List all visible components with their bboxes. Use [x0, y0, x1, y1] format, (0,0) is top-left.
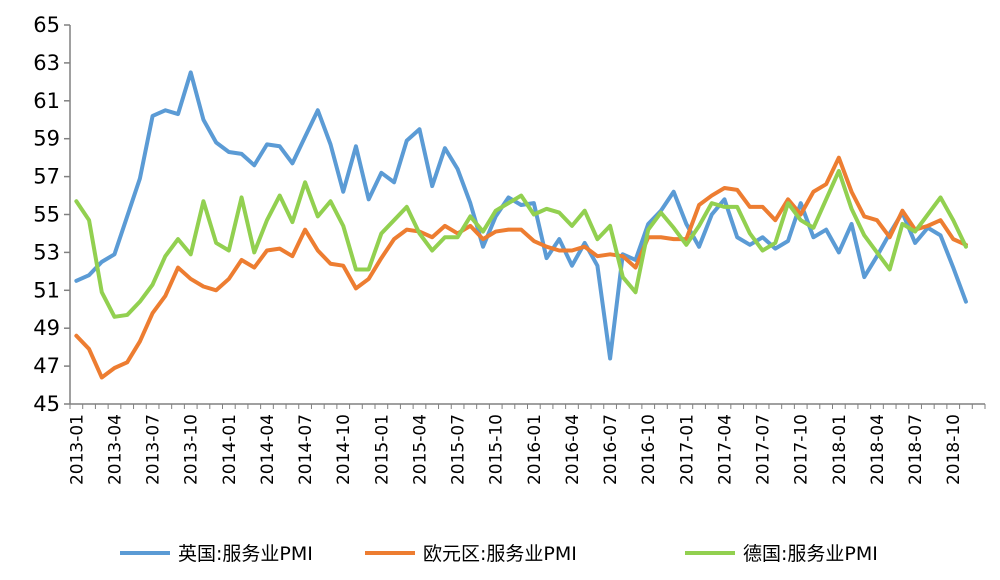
legend-label-1: 英国:服务业PMI [178, 543, 313, 565]
y-tick-label: 65 [33, 13, 60, 37]
x-tick-label: 2014-01 [220, 414, 240, 485]
x-tick-label: 2016-01 [525, 414, 545, 485]
y-ticks: 45 47 49 51 53 55 57 59 61 63 65 [33, 13, 70, 416]
y-tick-label: 61 [33, 89, 60, 113]
x-tick-label: 2018-10 [944, 414, 964, 485]
series-line-3 [74, 168, 968, 319]
x-tick-label: 2015-10 [487, 414, 507, 485]
x-tick-label: 2014-04 [258, 414, 278, 485]
y-tick-label: 57 [33, 165, 60, 189]
y-tick-label: 53 [33, 240, 60, 264]
y-tick-label: 45 [33, 392, 60, 416]
y-tick-label: 55 [33, 203, 60, 227]
x-tick-label: 2013-04 [105, 414, 125, 485]
x-tick-label: 2013-10 [182, 414, 202, 485]
x-tick-label: 2014-10 [334, 414, 354, 485]
y-tick-label: 51 [33, 278, 60, 302]
legend: 英国:服务业PMI 欧元区:服务业PMI 德国:服务业PMI [120, 543, 878, 565]
x-tick-label: 2018-04 [868, 414, 888, 485]
y-tick-label: 63 [33, 51, 60, 75]
x-tick-label: 2013-01 [67, 414, 87, 485]
x-tick-label: 2017-01 [677, 414, 697, 485]
x-tick-label: 2017-04 [715, 414, 735, 485]
x-tick-label: 2014-07 [296, 414, 316, 485]
y-tick-label: 49 [33, 316, 60, 340]
y-tick-label: 47 [33, 354, 60, 378]
x-tick-label: 2017-07 [754, 414, 774, 485]
legend-label-2: 欧元区:服务业PMI [423, 543, 577, 565]
legend-label-3: 德国:服务业PMI [743, 543, 878, 565]
x-tick-label: 2015-04 [410, 414, 430, 485]
x-tick-label: 2018-07 [906, 414, 926, 485]
x-tick-label: 2017-10 [792, 414, 812, 485]
x-tick-label: 2018-01 [830, 414, 850, 485]
y-tick-label: 59 [33, 127, 60, 151]
x-tick-label: 2016-04 [563, 414, 583, 485]
x-tick-label: 2016-07 [601, 414, 621, 485]
x-tick-label: 2016-10 [639, 414, 659, 485]
x-ticks: 2013-01 2013-04 2013-07 2013-10 2014-01 2014-… [67, 404, 986, 485]
series-line-2 [74, 155, 968, 380]
series [74, 70, 968, 380]
x-tick-label: 2013-07 [144, 414, 164, 485]
series-line-1 [74, 70, 968, 361]
x-tick-label: 2015-07 [449, 414, 469, 485]
x-tick-label: 2015-01 [372, 414, 392, 485]
